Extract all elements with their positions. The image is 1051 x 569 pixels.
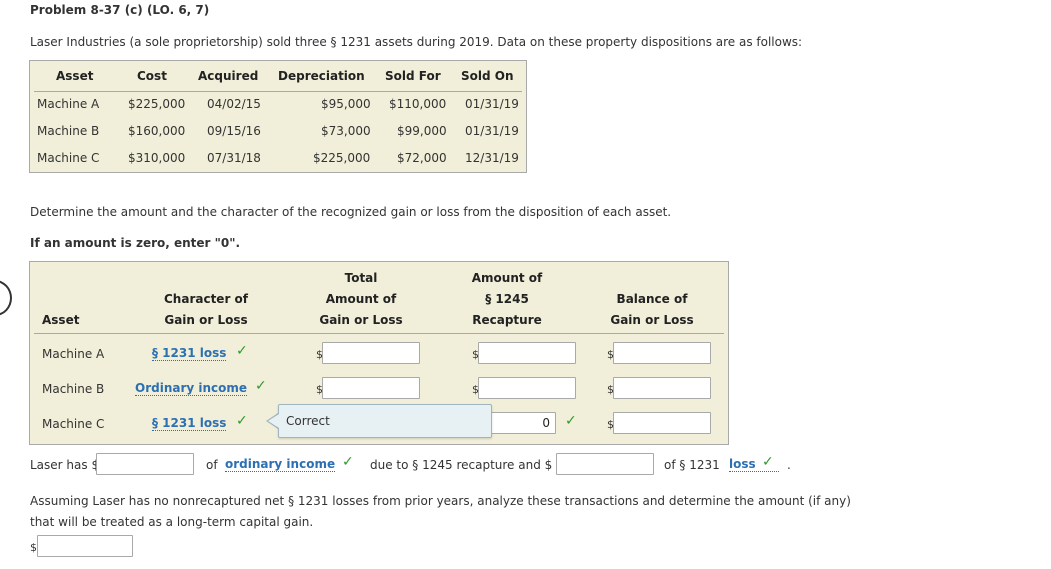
tooltip-arrow-fill (268, 414, 279, 428)
summary-recapture-text: due to § 1245 recapture and $ (370, 458, 553, 472)
dollar-sign: $ (472, 383, 479, 396)
table-cell: $225,000 (128, 97, 186, 111)
table-cell: Machine C (37, 151, 100, 165)
table-cell: 09/15/16 (207, 124, 261, 138)
table-cell: 01/31/19 (465, 97, 519, 111)
row-asset-label: Machine C (42, 417, 105, 431)
col-header-character: Gain or Loss (164, 313, 248, 327)
zero-note: If an amount is zero, enter "0". (30, 236, 241, 250)
col-header-total: Gain or Loss (319, 313, 403, 327)
table-cell: $225,000 (313, 151, 371, 165)
dollar-sign: $ (472, 348, 479, 361)
table-cell: 04/02/15 (207, 97, 261, 111)
problem-title: Problem 8-37 (c) (LO. 6, 7) (30, 3, 210, 17)
col-header-asset: Asset (56, 69, 94, 83)
recapture-input-b[interactable] (478, 377, 576, 399)
dollar-sign: $ (30, 541, 37, 554)
summary-period: . (787, 458, 791, 472)
balance-input-b[interactable] (613, 377, 711, 399)
check-icon: ✓ (565, 413, 577, 429)
dollar-sign: $ (607, 348, 614, 361)
table-cell: $73,000 (321, 124, 371, 138)
header-divider (34, 333, 724, 334)
dollar-sign: $ (316, 348, 323, 361)
table-cell: Machine A (37, 97, 100, 111)
gain-loss-select[interactable]: loss (729, 457, 779, 472)
col-header-total: Total (344, 271, 378, 285)
check-icon: ✓ (236, 413, 248, 429)
col-header-acquired: Acquired (198, 69, 259, 83)
tooltip-text: Correct (286, 414, 330, 428)
total-gain-input-b[interactable] (322, 377, 420, 399)
table-cell: $110,000 (389, 97, 447, 111)
dollar-sign: $ (607, 383, 614, 396)
question2-line2: that will be treated as a long-term capi… (30, 515, 314, 529)
section-1231-amount-input[interactable] (556, 453, 654, 475)
table-cell: $160,000 (128, 124, 186, 138)
col-header-total: Amount of (325, 292, 397, 306)
col-header-balance: Gain or Loss (610, 313, 694, 327)
balance-input-c[interactable] (613, 412, 711, 434)
summary-of: of (206, 458, 218, 472)
table-cell: $95,000 (321, 97, 371, 111)
col-header-character: Character of (163, 292, 249, 306)
table-cell: $99,000 (397, 124, 447, 138)
row-asset-label: Machine A (42, 347, 105, 361)
dollar-sign: $ (316, 383, 323, 396)
recapture-input-a[interactable] (478, 342, 576, 364)
row-asset-label: Machine B (42, 382, 105, 396)
instruction-text: Determine the amount and the character o… (30, 205, 672, 219)
col-header-sold-on: Sold On (461, 69, 514, 83)
table-cell: 07/31/18 (207, 151, 261, 165)
table-cell: $72,000 (397, 151, 447, 165)
dollar-sign: $ (607, 418, 614, 431)
property-data-table: Asset Cost Acquired Depreciation Sold Fo… (29, 60, 527, 173)
character-select-b[interactable]: Ordinary income (135, 381, 248, 396)
recapture-input-c[interactable] (478, 412, 556, 434)
col-header-sold-for: Sold For (385, 69, 441, 83)
col-header-cost: Cost (137, 69, 167, 83)
check-icon: ✓ (342, 454, 354, 470)
decorative-circle (0, 280, 12, 316)
col-header-depreciation: Depreciation (278, 69, 365, 83)
feedback-tooltip: Correct (278, 404, 492, 438)
summary-1231-text: of § 1231 (664, 458, 720, 472)
question2-line1: Assuming Laser has no nonrecaptured net … (30, 494, 851, 508)
character-select-a[interactable]: § 1231 loss (152, 346, 227, 361)
ltcg-amount-input[interactable] (37, 535, 133, 557)
table-cell: Machine B (37, 124, 100, 138)
character-select-c[interactable]: § 1231 loss (152, 416, 227, 431)
ordinary-income-amount-input[interactable] (96, 453, 194, 475)
col-header-recapture: Amount of (471, 271, 543, 285)
header-divider (34, 91, 522, 92)
total-gain-input-a[interactable] (322, 342, 420, 364)
col-header-asset: Asset (42, 313, 80, 327)
intro-text: Laser Industries (a sole proprietorship)… (30, 35, 803, 49)
ordinary-income-select[interactable]: ordinary income (225, 457, 336, 472)
table-cell: 12/31/19 (465, 151, 519, 165)
check-icon: ✓ (236, 343, 248, 359)
check-icon: ✓ (255, 378, 267, 394)
table-cell: 01/31/19 (465, 124, 519, 138)
col-header-recapture: § 1245 (485, 292, 529, 306)
col-header-recapture: Recapture (472, 313, 542, 327)
balance-input-a[interactable] (613, 342, 711, 364)
table-cell: $310,000 (128, 151, 186, 165)
col-header-balance: Balance of (616, 292, 688, 306)
summary-prefix: Laser has $ (30, 458, 100, 472)
check-icon: ✓ (762, 454, 774, 470)
